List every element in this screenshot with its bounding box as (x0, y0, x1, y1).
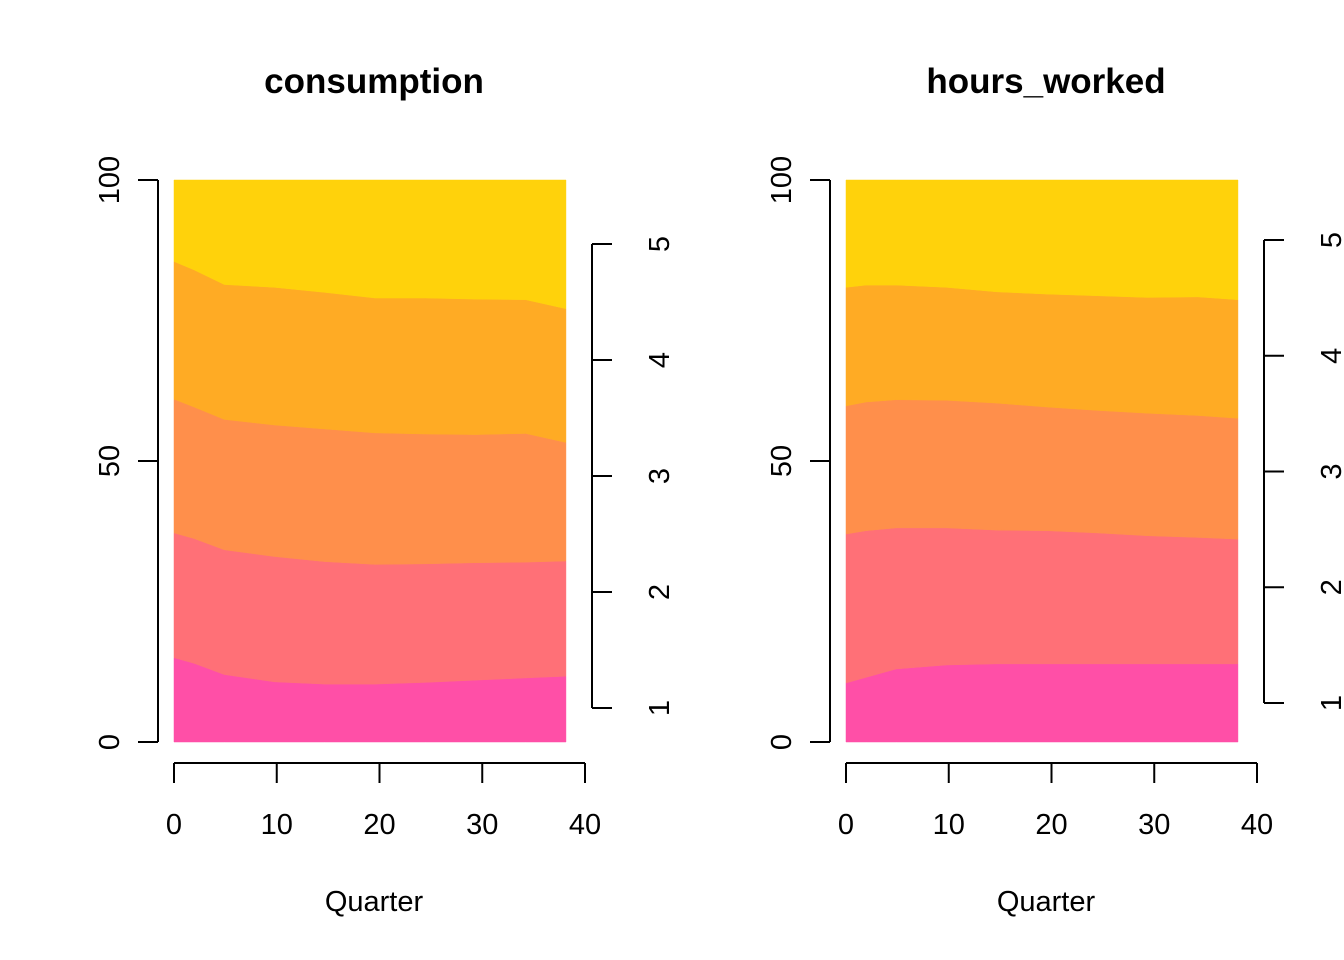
y-tick-label: 50 (766, 445, 798, 477)
secondary-y-tick-label: 4 (644, 352, 676, 368)
chart-title: consumption (264, 62, 484, 101)
secondary-y-tick-label: 5 (1316, 232, 1344, 248)
area-band-1 (845, 663, 1239, 743)
area-band-5 (845, 179, 1239, 300)
secondary-y-tick-label: 2 (1316, 579, 1344, 595)
y-tick-label: 0 (766, 734, 798, 750)
chart-panel-consumption: consumption Quarter 0 50 100 0 10 20 30 40 1 2 3 4 5 (94, 62, 676, 918)
y-tick-label: 100 (766, 156, 798, 204)
x-tick-label: 10 (933, 809, 965, 841)
y-tick-label: 0 (94, 734, 126, 750)
secondary-y-tick-label: 5 (644, 236, 676, 252)
x-tick-label: 40 (569, 809, 601, 841)
stacked-areas (845, 179, 1239, 743)
area-band-2 (845, 527, 1239, 684)
secondary-y-tick-label: 4 (1316, 348, 1344, 364)
secondary-y-tick-label: 1 (644, 700, 676, 716)
x-tick-label: 0 (166, 809, 182, 841)
x-tick-label: 20 (1035, 809, 1067, 841)
chart-panel-hours-worked: hours_worked Quarter 0 50 100 0 10 20 30 40 1 2 3 4… (766, 62, 1344, 918)
y-tick-label: 100 (94, 156, 126, 204)
secondary-y-tick-label: 3 (1316, 463, 1344, 479)
x-tick-label: 0 (838, 809, 854, 841)
x-tick-label: 30 (466, 809, 498, 841)
stacked-areas (173, 179, 567, 743)
x-axis-label: Quarter (325, 886, 424, 918)
area-band-3 (845, 399, 1239, 540)
y-tick-label: 50 (94, 445, 126, 477)
x-axis-label: Quarter (997, 886, 1096, 918)
x-tick-label: 30 (1138, 809, 1170, 841)
x-tick-label: 40 (1241, 809, 1273, 841)
secondary-y-tick-label: 1 (1316, 695, 1344, 711)
chart-title: hours_worked (926, 62, 1165, 101)
secondary-y-tick-label: 2 (644, 584, 676, 600)
secondary-y-tick-label: 3 (644, 468, 676, 484)
area-band-5 (173, 179, 567, 310)
x-tick-label: 10 (261, 809, 293, 841)
area-band-4 (845, 284, 1239, 419)
x-tick-label: 20 (363, 809, 395, 841)
